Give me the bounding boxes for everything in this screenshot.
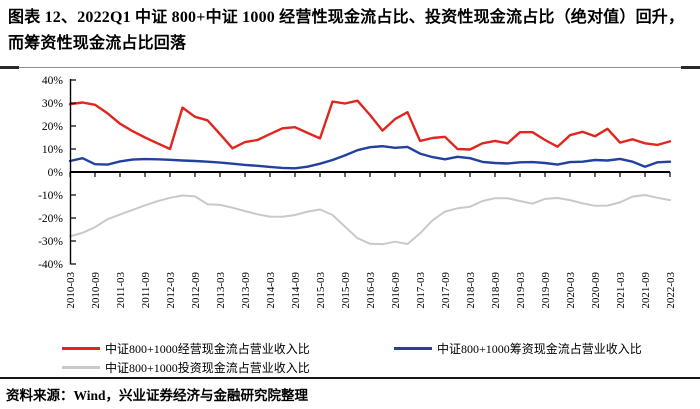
- cashflow-ratio-line-chart: 40%30%20%10%0%-10%-20%-30%-40% 2010-03 20…: [38, 75, 677, 309]
- legend-label-investing: 中证800+1000投资现金流占营业收入比: [105, 361, 310, 375]
- svg-text:2011-03: 2011-03: [115, 272, 127, 309]
- svg-text:-30%: -30%: [38, 236, 63, 248]
- svg-text:2019-03: 2019-03: [515, 272, 527, 309]
- svg-text:2018-03: 2018-03: [465, 272, 477, 309]
- svg-text:2016-09: 2016-09: [390, 272, 402, 309]
- svg-text:-20%: -20%: [38, 213, 63, 225]
- svg-text:2014-09: 2014-09: [290, 272, 302, 309]
- svg-text:2012-03: 2012-03: [165, 272, 177, 309]
- top-rule: [0, 67, 700, 68]
- svg-text:10%: 10%: [42, 144, 64, 156]
- svg-text:2017-03: 2017-03: [415, 272, 427, 309]
- svg-text:2016-03: 2016-03: [365, 272, 377, 309]
- svg-text:2021-03: 2021-03: [615, 272, 627, 309]
- svg-text:20%: 20%: [42, 121, 64, 133]
- svg-text:2020-03: 2020-03: [565, 272, 577, 309]
- legend-label-financing: 中证800+1000筹资现金流占营业收入比: [437, 342, 642, 356]
- bottom-rule: [0, 377, 700, 379]
- legend-item-operating-cashflow: 中证800+1000经营现金流占营业收入比: [62, 340, 310, 357]
- svg-text:2010-03: 2010-03: [65, 272, 77, 309]
- svg-text:2018-09: 2018-09: [490, 272, 502, 309]
- svg-text:2017-09: 2017-09: [440, 272, 452, 309]
- svg-text:2012-09: 2012-09: [190, 272, 202, 309]
- x-axis-ticks-and-labels: 2010-03 2010-09 2011-03 2011-09 2012-03 2012-…: [65, 172, 677, 309]
- source-note: 资料来源：Wind，兴业证券经济与金融研究院整理: [6, 388, 309, 403]
- svg-text:40%: 40%: [42, 75, 64, 87]
- svg-text:2019-09: 2019-09: [540, 272, 552, 309]
- svg-text:2022-03: 2022-03: [665, 272, 677, 309]
- svg-text:30%: 30%: [42, 98, 64, 110]
- legend-line-gray: [62, 365, 100, 369]
- top-rule-left-cap: [0, 66, 19, 69]
- legend-label-operating: 中证800+1000经营现金流占营业收入比: [105, 342, 310, 356]
- svg-text:0%: 0%: [48, 167, 64, 179]
- svg-text:2015-09: 2015-09: [340, 272, 352, 309]
- svg-text:2010-09: 2010-09: [90, 272, 102, 309]
- svg-text:2015-03: 2015-03: [315, 272, 327, 309]
- svg-text:-10%: -10%: [38, 190, 63, 202]
- svg-text:2020-09: 2020-09: [590, 272, 602, 309]
- chart-series-lines: [68, 99, 672, 246]
- svg-text:2011-09: 2011-09: [140, 272, 152, 309]
- figure-title: 图表 12、2022Q1 中证 800+中证 1000 经营性现金流占比、投资性…: [8, 9, 685, 52]
- legend-line-blue: [394, 346, 432, 350]
- svg-text:-40%: -40%: [38, 259, 63, 271]
- legend-item-financing-cashflow: 中证800+1000筹资现金流占营业收入比: [394, 340, 642, 357]
- top-rule-right-cap: [681, 66, 700, 69]
- svg-text:2014-03: 2014-03: [265, 272, 277, 309]
- legend-item-investing-cashflow: 中证800+1000投资现金流占营业收入比: [62, 359, 310, 376]
- legend: 中证800+1000经营现金流占营业收入比 中证800+1000筹资现金流占营业…: [0, 340, 700, 376]
- y-axis-ticks-and-labels: 40% 30% 20% 10% 0% -10% -20% -30% -40%: [38, 75, 76, 271]
- svg-text:2013-09: 2013-09: [240, 272, 252, 309]
- svg-text:2013-03: 2013-03: [215, 272, 227, 309]
- svg-text:2021-09: 2021-09: [640, 272, 652, 309]
- legend-line-red: [62, 346, 100, 350]
